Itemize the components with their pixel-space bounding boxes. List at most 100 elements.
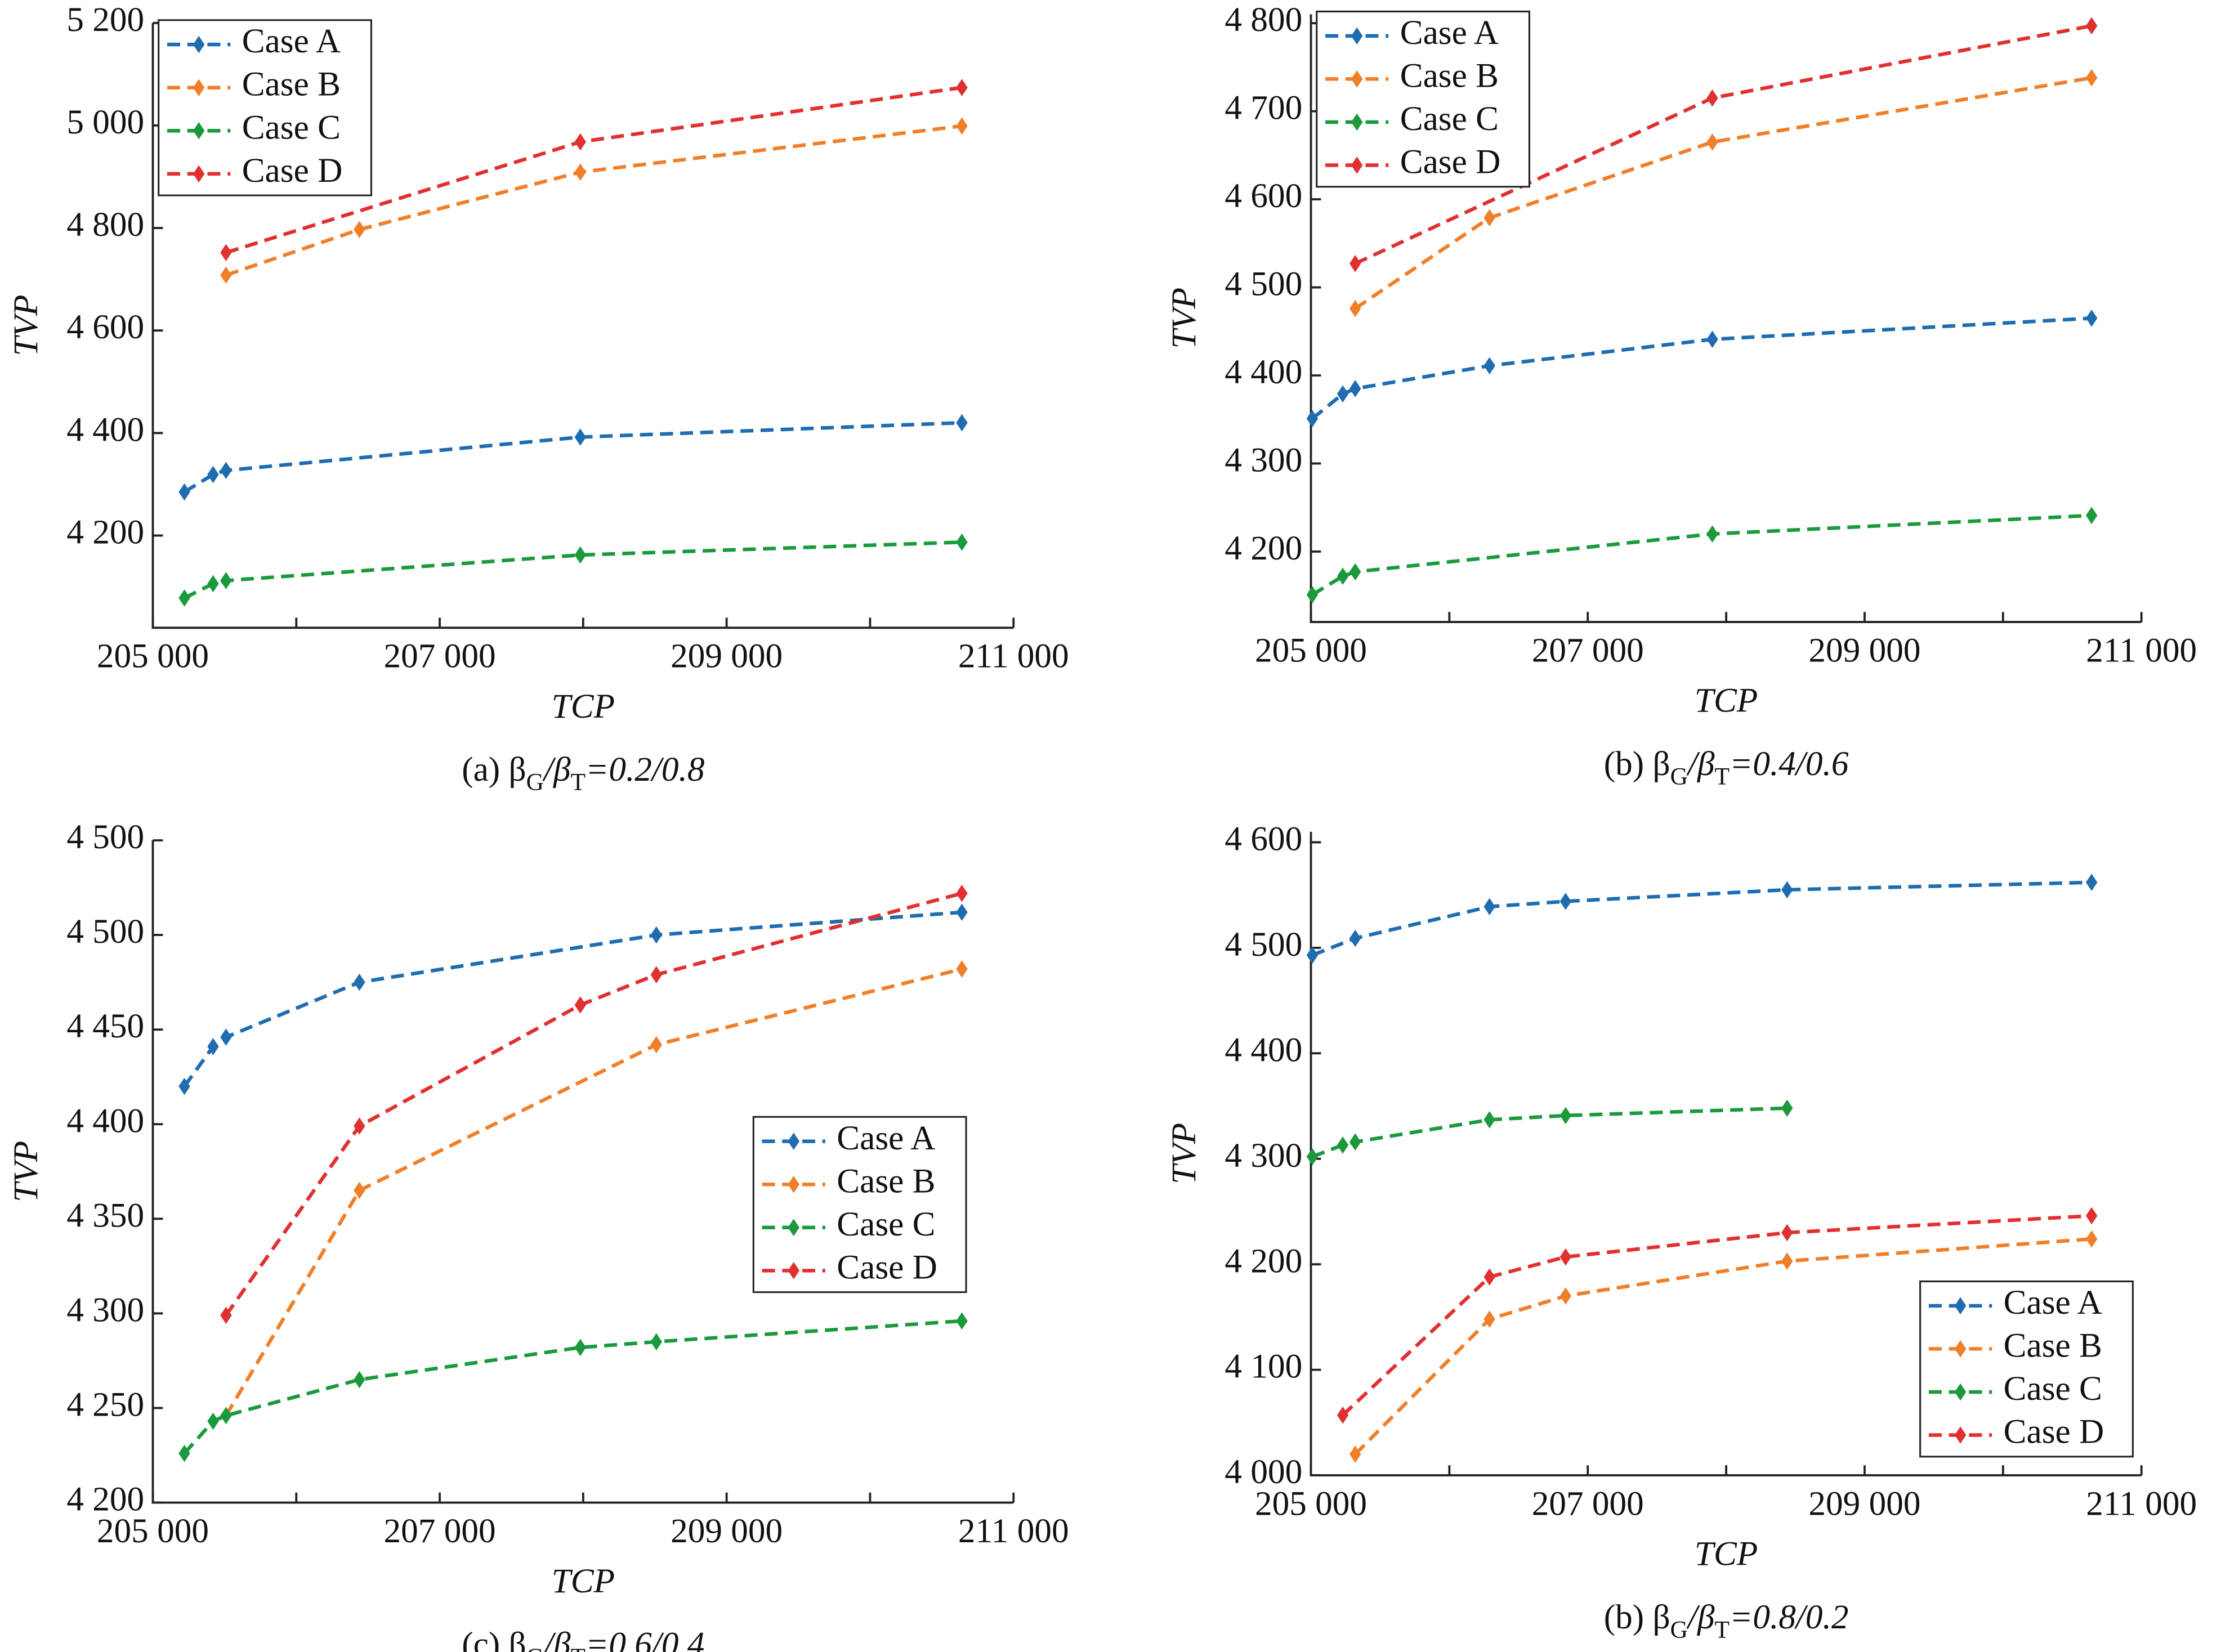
caption-part: G (1670, 763, 1688, 790)
marker (354, 221, 365, 239)
marker (2085, 1207, 2098, 1225)
marker (1306, 946, 1319, 964)
x-tick-label: 205 000 (97, 637, 209, 675)
marker (1337, 1406, 1349, 1424)
x-axis-title: TCP (1695, 1535, 1758, 1573)
marker (574, 428, 586, 446)
marker (220, 1407, 232, 1425)
subplot: 4 200 4 300 4 400 4 500 4 600 4 700 4 800 205 0… (1165, 1, 2197, 790)
caption-part: =0.4/0.6 (1730, 745, 1849, 783)
marker (1483, 1111, 1495, 1129)
legend-marker (1351, 27, 1363, 45)
legend-label: Case B (242, 65, 341, 104)
marker (354, 1371, 365, 1389)
legend-marker (1351, 156, 1363, 174)
y-tick-label: 4 200 (1225, 1242, 1302, 1280)
caption-part: T (1714, 763, 1730, 790)
marker (1781, 1252, 1793, 1270)
marker (956, 414, 968, 432)
y-tick-label: 4 200 (66, 513, 144, 551)
caption-part: T (571, 1644, 586, 1652)
series-line (1311, 316, 2092, 420)
y-tick-label: 4 500 (66, 818, 144, 856)
caption-part: G (1670, 1616, 1688, 1643)
marker (1306, 586, 1319, 603)
subplot: 4 200 4 400 4 600 4 800 5 000 5 200 205 000 207… (7, 1, 1069, 796)
legend-label: Case C (2004, 1369, 2102, 1408)
x-tick-label: 207 000 (1532, 631, 1644, 669)
y-tick-label: 4 600 (66, 308, 144, 346)
marker (1706, 89, 1718, 107)
legend-marker (193, 79, 205, 96)
caption-part: /β (1686, 1598, 1715, 1636)
legend-label: Case A (837, 1119, 935, 1157)
caption-part: G (526, 1644, 544, 1652)
legend: Case A Case B Case C Case D (1919, 1281, 2134, 1458)
marker (1349, 1133, 1361, 1151)
legend-box (752, 1116, 967, 1293)
marker (1349, 1445, 1361, 1463)
legend-marker (1351, 70, 1363, 88)
marker (1306, 410, 1319, 427)
marker (178, 589, 190, 607)
marker (1349, 380, 1361, 397)
y-tick-label: 4 800 (66, 205, 144, 244)
legend-box (158, 19, 372, 196)
x-tick-label: 209 000 (1808, 1484, 1920, 1523)
x-tick-label: 205 000 (1255, 1484, 1367, 1523)
marker (207, 1412, 219, 1430)
series-line (183, 420, 962, 494)
marker (956, 884, 968, 902)
legend-label: Case D (1400, 143, 1501, 181)
caption-part: T (1714, 1616, 1730, 1643)
marker (1559, 893, 1572, 910)
marker (1483, 357, 1495, 375)
y-tick-label: 4 200 (66, 1480, 144, 1519)
axes (151, 23, 1014, 629)
x-tick-label: 211 000 (2086, 1484, 2197, 1523)
legend-label: Case C (242, 108, 341, 146)
marker (1781, 1099, 1793, 1117)
legend-label: Case D (2004, 1413, 2104, 1451)
x-tick-label: 209 000 (671, 1512, 783, 1550)
legend-marker (788, 1132, 799, 1150)
marker (178, 483, 190, 501)
series-line (1311, 1106, 1787, 1158)
marker (650, 1036, 663, 1054)
marker (956, 117, 968, 135)
marker (574, 996, 586, 1014)
legend-label: Case B (837, 1162, 935, 1200)
caption: (b) βG/βT=0.4/0.6 (1604, 745, 1849, 790)
legend-label: Case A (242, 22, 341, 60)
marker (220, 572, 232, 589)
series-line (1354, 76, 2092, 310)
y-tick-label: 4 600 (1225, 820, 1302, 858)
series-line (1311, 513, 2092, 597)
x-tick-label: 207 000 (1532, 1484, 1644, 1523)
caption-part: /β (542, 1625, 571, 1652)
y-axis-title: TVP (7, 1141, 45, 1202)
y-tick-label: 4 400 (66, 410, 144, 449)
caption-part: (b) β (1604, 745, 1670, 783)
marker (650, 966, 663, 984)
marker (207, 1038, 219, 1055)
marker (1483, 898, 1495, 916)
marker (956, 960, 968, 978)
marker (1349, 254, 1361, 272)
y-tick-label: 4 400 (1225, 1031, 1302, 1069)
caption-part: G (526, 768, 544, 795)
x-tick-label: 209 000 (1808, 631, 1920, 669)
x-tick-label: 211 000 (958, 637, 1069, 675)
series-line (224, 967, 963, 1417)
x-tick-label: 207 000 (384, 637, 496, 675)
caption-part: T (571, 768, 586, 795)
legend-marker (788, 1175, 799, 1193)
marker (220, 1028, 232, 1046)
caption: (b) βG/βT=0.8/0.2 (1604, 1598, 1849, 1643)
series-line (1341, 1214, 2092, 1417)
legend-marker (1351, 113, 1363, 131)
y-axis-title: TVP (7, 295, 45, 356)
y-tick-label: 5 000 (66, 103, 144, 141)
caption-part: =0.6/0.4 (586, 1625, 704, 1652)
x-tick-label: 207 000 (384, 1512, 496, 1550)
